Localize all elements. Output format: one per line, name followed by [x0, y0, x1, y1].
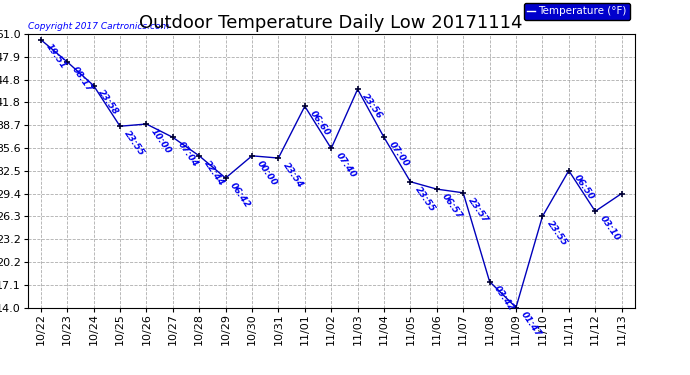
Text: 01:47: 01:47 — [519, 310, 542, 339]
Text: 06:42: 06:42 — [228, 181, 252, 209]
Text: 08:17: 08:17 — [70, 64, 94, 93]
Text: 00:00: 00:00 — [255, 159, 279, 187]
Text: Copyright 2017 Cartronics.com: Copyright 2017 Cartronics.com — [28, 22, 169, 31]
Text: 19:51: 19:51 — [43, 42, 68, 71]
Text: 10:00: 10:00 — [149, 127, 173, 155]
Text: 06:60: 06:60 — [308, 109, 331, 138]
Text: 03:42: 03:42 — [493, 284, 516, 313]
Text: 23:55: 23:55 — [545, 219, 569, 248]
Text: 06:57: 06:57 — [440, 192, 464, 220]
Text: 22:44: 22:44 — [202, 159, 226, 187]
Text: 03:10: 03:10 — [598, 214, 622, 243]
Text: 07:04: 07:04 — [175, 140, 199, 169]
Text: 07:00: 07:00 — [387, 140, 411, 169]
Text: 23:55: 23:55 — [123, 129, 146, 158]
Title: Outdoor Temperature Daily Low 20171114: Outdoor Temperature Daily Low 20171114 — [139, 14, 523, 32]
Text: 23:57: 23:57 — [466, 196, 490, 224]
Text: 06:50: 06:50 — [571, 173, 595, 202]
Text: 23:56: 23:56 — [360, 92, 384, 121]
Text: 23:54: 23:54 — [282, 161, 305, 189]
Legend: Temperature (°F): Temperature (°F) — [524, 3, 629, 20]
Text: 23:58: 23:58 — [97, 88, 120, 117]
Text: 23:55: 23:55 — [413, 184, 437, 213]
Text: 07:40: 07:40 — [334, 151, 358, 180]
